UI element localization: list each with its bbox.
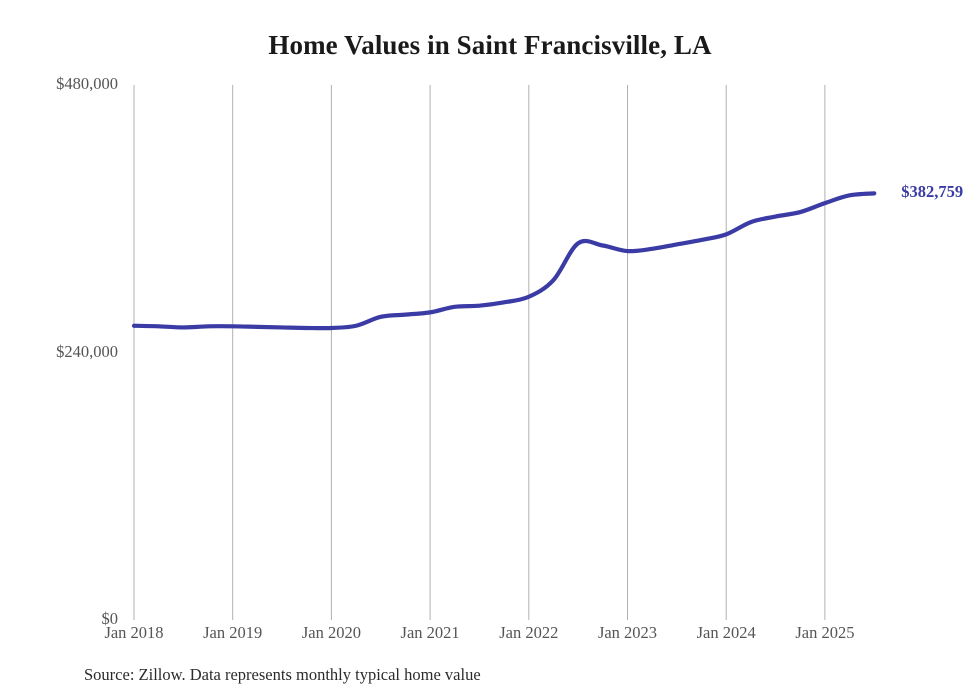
y-axis-tick-label: $480,000 bbox=[56, 74, 118, 93]
x-axis-tick-jan-2024: Jan 2024 bbox=[696, 623, 756, 642]
x-axis-tick-jan-2022: Jan 2022 bbox=[499, 623, 559, 642]
x-axis-tick-jan-2025: Jan 2025 bbox=[795, 623, 855, 642]
x-axis-tick-jan-2020: Jan 2020 bbox=[301, 623, 361, 642]
x-axis-tick-jan-2019: Jan 2019 bbox=[203, 623, 263, 642]
chart-title: Home Values in Saint Francisville, LA bbox=[268, 30, 712, 60]
end-value-annotation: $382,759 bbox=[901, 182, 964, 202]
home-value-line bbox=[131, 191, 877, 331]
gridlines bbox=[133, 85, 826, 620]
y-axis-tick-label: $240,000 bbox=[56, 341, 118, 361]
source-note: Source: Zillow. Data represents monthly … bbox=[84, 665, 481, 684]
x-axis-tick-jan-2023: Jan 2023 bbox=[597, 623, 658, 642]
x-axis-tick-jan-2021: Jan 2021 bbox=[400, 623, 460, 642]
y-axis-tick-label: $0 bbox=[101, 609, 119, 628]
x-axis-tick-jan-2018: Jan 2018 bbox=[104, 623, 164, 642]
